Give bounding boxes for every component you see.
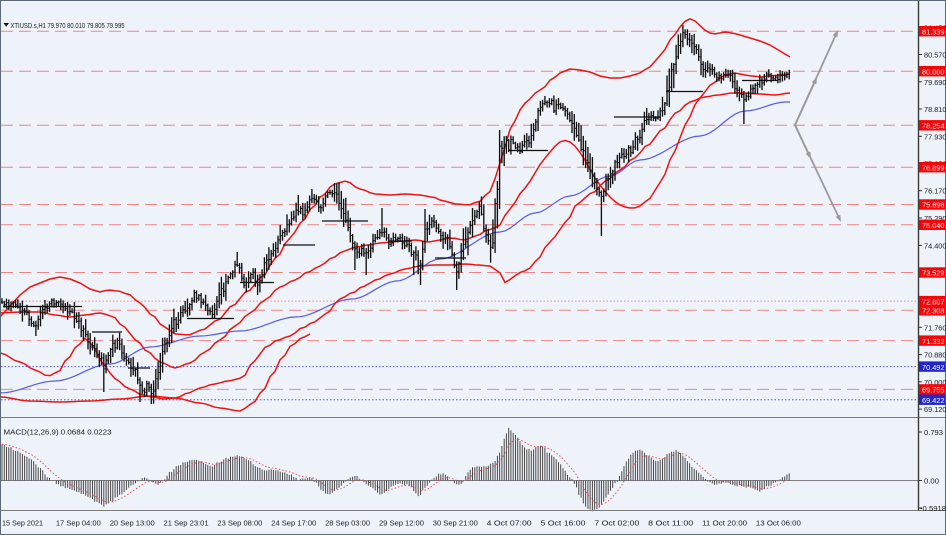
svg-text:75.290: 75.290: [924, 214, 946, 223]
svg-text:74.400: 74.400: [924, 241, 946, 250]
svg-text:29 Sep 12:00: 29 Sep 12:00: [379, 519, 424, 528]
svg-text:79.690: 79.690: [924, 78, 946, 87]
svg-text:75.696: 75.696: [922, 201, 945, 210]
svg-text:71.760: 71.760: [924, 323, 946, 332]
svg-text:15 Sep 2021: 15 Sep 2021: [2, 519, 43, 528]
svg-text:71.332: 71.332: [922, 337, 945, 346]
svg-text:8 Oct 11:00: 8 Oct 11:00: [648, 519, 693, 528]
svg-text:MACD(12,26,9) 0.0684 0.0223: MACD(12,26,9) 0.0684 0.0223: [4, 428, 112, 437]
svg-text:5 Oct 16:00: 5 Oct 16:00: [541, 519, 586, 528]
svg-text:78.810: 78.810: [924, 105, 946, 114]
svg-text:78.254: 78.254: [922, 122, 945, 131]
svg-text:81.339: 81.339: [922, 27, 945, 36]
svg-text:21 Sep 23:01: 21 Sep 23:01: [164, 519, 209, 528]
svg-text:69.755: 69.755: [922, 386, 945, 395]
svg-text:24 Sep 17:00: 24 Sep 17:00: [271, 519, 316, 528]
svg-text:72.308: 72.308: [922, 307, 945, 316]
svg-text:28 Sep 03:00: 28 Sep 03:00: [325, 519, 370, 528]
svg-text:72.607: 72.607: [922, 297, 945, 306]
svg-text:77.930: 77.930: [924, 132, 946, 141]
svg-text:76.899: 76.899: [922, 163, 945, 172]
svg-text:13 Oct 06:00: 13 Oct 06:00: [756, 519, 801, 528]
svg-text:80.000: 80.000: [922, 67, 945, 76]
svg-text:30 Sep 21:00: 30 Sep 21:00: [433, 519, 478, 528]
svg-text:4 Oct 07:00: 4 Oct 07:00: [487, 519, 532, 528]
svg-text:80.570: 80.570: [924, 51, 946, 60]
svg-text:0.793: 0.793: [924, 428, 943, 437]
svg-text:17 Sep 04:00: 17 Sep 04:00: [56, 519, 101, 528]
svg-text:0.00: 0.00: [924, 477, 939, 486]
svg-text:20 Sep 13:00: 20 Sep 13:00: [110, 519, 155, 528]
svg-text:XTIUSD.s,H1 79.970 80.010 79.: XTIUSD.s,H1 79.970 80.010 79.805 79.995: [11, 21, 125, 30]
svg-text:70.492: 70.492: [922, 363, 945, 372]
svg-text:70.880: 70.880: [924, 351, 946, 360]
svg-text:75.040: 75.040: [922, 221, 945, 230]
svg-text:70.000: 70.000: [924, 378, 946, 387]
svg-text:69.120: 69.120: [924, 405, 946, 414]
svg-text:11 Oct 20:00: 11 Oct 20:00: [702, 519, 747, 528]
svg-text:76.170: 76.170: [924, 187, 946, 196]
svg-text:7 Oct 02:00: 7 Oct 02:00: [594, 519, 639, 528]
svg-text:23 Sep 08:00: 23 Sep 08:00: [217, 519, 262, 528]
svg-text:73.529: 73.529: [922, 269, 945, 278]
svg-text:-0.5918: -0.5918: [920, 504, 946, 513]
svg-text:69.422: 69.422: [922, 396, 945, 405]
